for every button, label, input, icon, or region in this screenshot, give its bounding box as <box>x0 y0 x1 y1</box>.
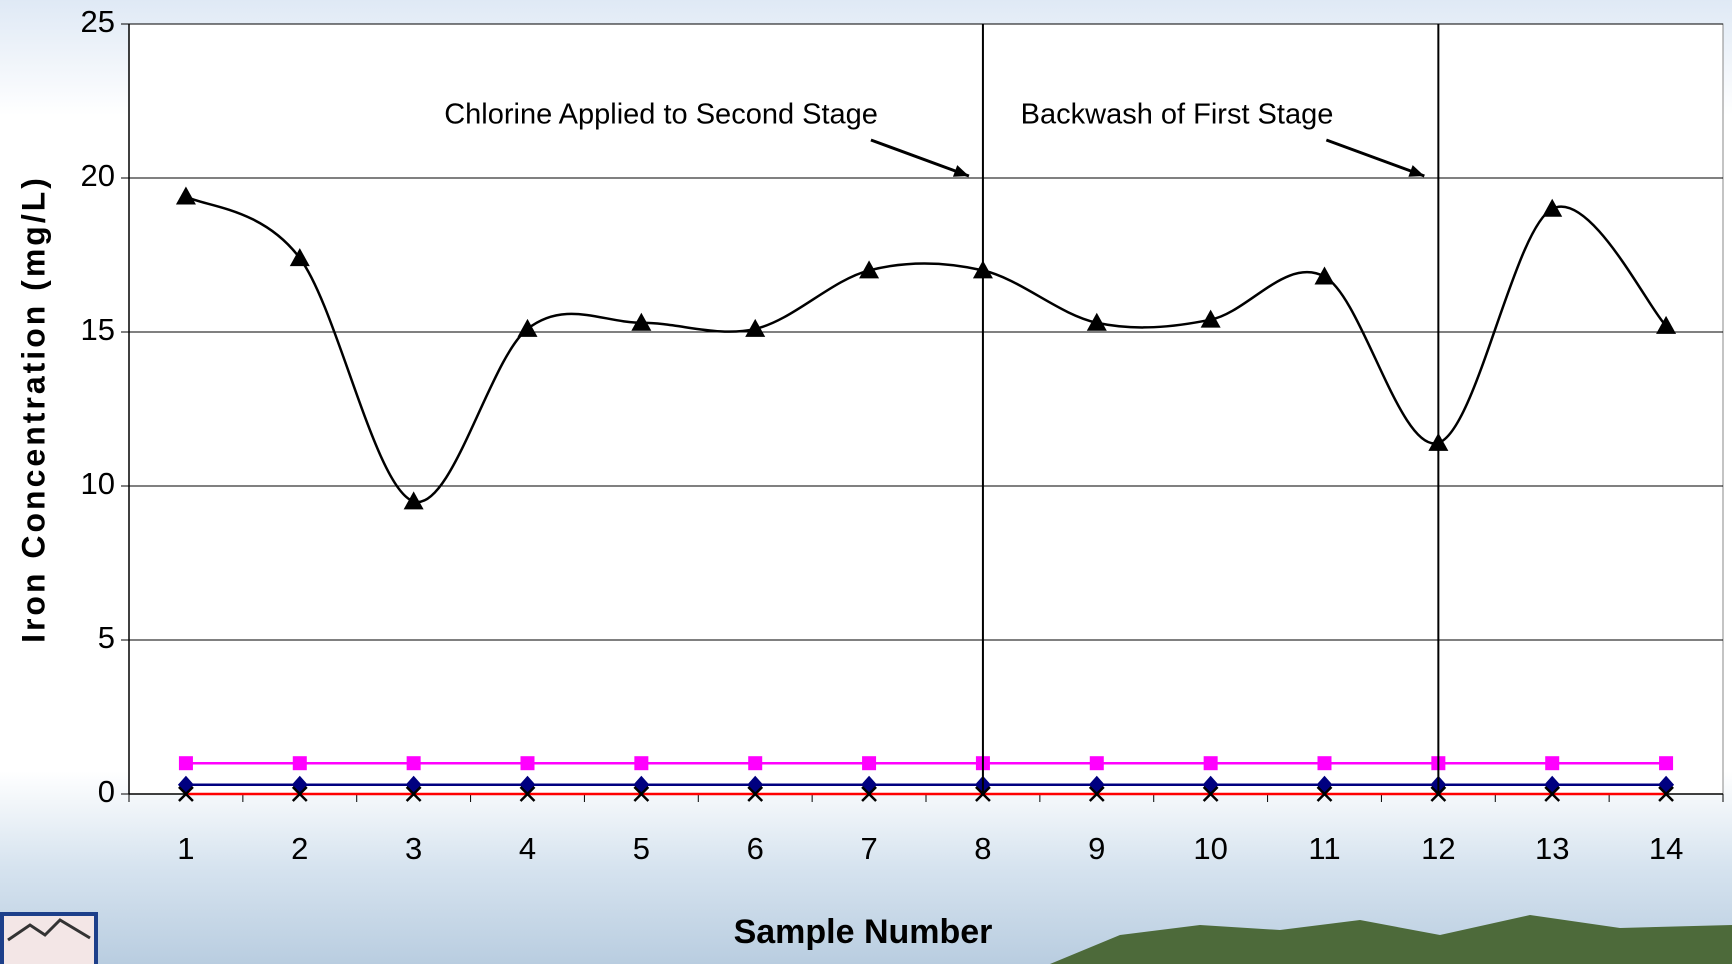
x-tick-label: 12 <box>1421 831 1455 866</box>
x-tick-label: 10 <box>1193 831 1227 866</box>
x-tick-label: 8 <box>974 831 991 866</box>
x-tick-label: 3 <box>405 831 422 866</box>
marker <box>521 756 535 770</box>
marker <box>293 756 307 770</box>
plot-area <box>129 24 1723 794</box>
y-axis-title: Iron Concentration (mg/L) <box>15 175 51 643</box>
x-tick-label: 11 <box>1308 831 1340 866</box>
y-tick-label: 20 <box>81 158 115 193</box>
x-tick-label: 9 <box>1088 831 1105 866</box>
x-axis-title: Sample Number <box>734 913 993 951</box>
marker <box>407 756 421 770</box>
logo-inner <box>4 916 94 964</box>
marker <box>634 756 648 770</box>
annotation-label: Backwash of First Stage <box>1021 99 1334 131</box>
y-tick-label: 5 <box>98 620 115 655</box>
annotation-label: Chlorine Applied to Second Stage <box>444 99 878 131</box>
x-tick-label: 1 <box>177 831 194 866</box>
marker <box>1204 756 1218 770</box>
y-tick-label: 15 <box>81 312 115 347</box>
y-tick-label: 25 <box>81 4 115 39</box>
marker <box>862 756 876 770</box>
x-tick-label: 14 <box>1649 831 1683 866</box>
y-tick-label: 0 <box>98 774 115 809</box>
marker <box>1545 756 1559 770</box>
x-tick-label: 6 <box>747 831 764 866</box>
marker <box>1318 756 1332 770</box>
marker <box>179 756 193 770</box>
x-tick-label: 7 <box>860 831 877 866</box>
x-tick-label: 4 <box>519 831 536 866</box>
marker <box>1090 756 1104 770</box>
marker <box>1659 756 1673 770</box>
x-tick-label: 2 <box>291 831 308 866</box>
marker <box>748 756 762 770</box>
x-tick-label: 13 <box>1535 831 1569 866</box>
x-tick-label: 5 <box>633 831 650 866</box>
page: Sample Number Iron Concentration (mg/L) … <box>0 0 1732 964</box>
chart: Sample Number Iron Concentration (mg/L) … <box>0 0 1732 964</box>
y-tick-label: 10 <box>81 466 115 501</box>
